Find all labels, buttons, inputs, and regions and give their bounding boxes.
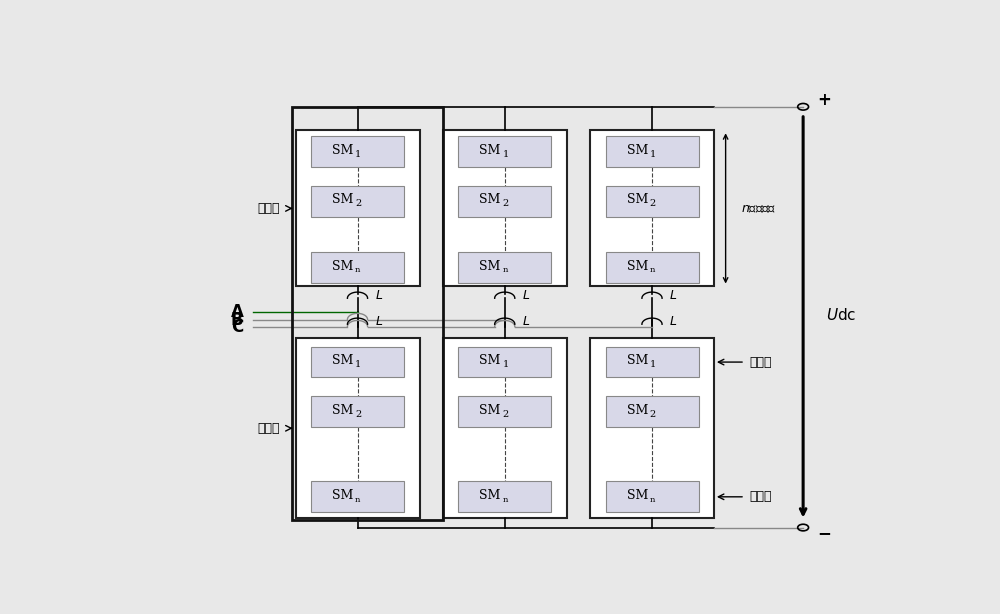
Text: SM: SM (627, 144, 648, 157)
Text: 2: 2 (650, 199, 656, 208)
Text: SM: SM (332, 489, 354, 502)
Text: 相单元: 相单元 (258, 422, 280, 435)
Text: 1: 1 (650, 150, 656, 158)
Text: SM: SM (332, 144, 354, 157)
Text: n: n (650, 266, 655, 274)
Text: B: B (231, 311, 244, 328)
Text: SM: SM (627, 260, 648, 273)
Text: +: + (817, 91, 831, 109)
Text: 2: 2 (650, 410, 656, 419)
Text: $\mathit{U}$dc: $\mathit{U}$dc (826, 307, 857, 323)
FancyBboxPatch shape (311, 186, 404, 217)
FancyBboxPatch shape (311, 481, 404, 512)
Text: n: n (355, 266, 361, 274)
FancyBboxPatch shape (606, 252, 699, 283)
Text: $L$: $L$ (375, 316, 383, 328)
FancyBboxPatch shape (311, 136, 404, 167)
FancyBboxPatch shape (458, 252, 551, 283)
Text: $L$: $L$ (669, 316, 677, 328)
FancyBboxPatch shape (458, 136, 551, 167)
Text: SM: SM (332, 404, 354, 417)
FancyBboxPatch shape (311, 397, 404, 427)
FancyBboxPatch shape (443, 338, 567, 518)
Text: C: C (231, 317, 244, 336)
Text: SM: SM (332, 193, 354, 206)
FancyBboxPatch shape (606, 186, 699, 217)
Text: 下桥臂: 下桥臂 (749, 491, 771, 503)
Text: $L$: $L$ (522, 289, 530, 302)
Text: $L$: $L$ (522, 316, 530, 328)
FancyBboxPatch shape (458, 347, 551, 378)
Text: −: − (817, 524, 831, 542)
FancyBboxPatch shape (458, 186, 551, 217)
FancyBboxPatch shape (606, 347, 699, 378)
Text: n: n (650, 495, 655, 503)
Text: 1: 1 (502, 150, 509, 158)
Text: 子模块: 子模块 (749, 356, 771, 368)
Text: SM: SM (627, 354, 648, 367)
FancyBboxPatch shape (590, 338, 714, 518)
Text: n: n (355, 495, 361, 503)
Text: SM: SM (480, 354, 501, 367)
FancyBboxPatch shape (311, 252, 404, 283)
FancyBboxPatch shape (590, 130, 714, 286)
Text: SM: SM (627, 489, 648, 502)
FancyBboxPatch shape (606, 136, 699, 167)
Text: 2: 2 (502, 410, 509, 419)
Text: $L$: $L$ (375, 289, 383, 302)
Text: SM: SM (627, 404, 648, 417)
FancyBboxPatch shape (606, 397, 699, 427)
Text: SM: SM (627, 193, 648, 206)
Text: n: n (502, 266, 508, 274)
Text: SM: SM (480, 489, 501, 502)
Text: n: n (502, 495, 508, 503)
Text: 2: 2 (355, 410, 361, 419)
Text: 1: 1 (355, 360, 361, 369)
Text: SM: SM (332, 260, 354, 273)
Text: 1: 1 (650, 360, 656, 369)
Text: 1: 1 (502, 360, 509, 369)
Text: SM: SM (480, 144, 501, 157)
Text: $L$: $L$ (669, 289, 677, 302)
Text: $n$个子模块: $n$个子模块 (741, 202, 776, 215)
Text: 上桥臂: 上桥臂 (258, 202, 280, 215)
Text: SM: SM (332, 354, 354, 367)
Text: 1: 1 (355, 150, 361, 158)
Text: 2: 2 (502, 199, 509, 208)
FancyBboxPatch shape (296, 130, 420, 286)
FancyBboxPatch shape (296, 338, 420, 518)
FancyBboxPatch shape (443, 130, 567, 286)
FancyBboxPatch shape (458, 397, 551, 427)
Text: SM: SM (480, 260, 501, 273)
FancyBboxPatch shape (311, 347, 404, 378)
Text: A: A (231, 303, 244, 322)
Text: 2: 2 (355, 199, 361, 208)
FancyBboxPatch shape (606, 481, 699, 512)
Text: SM: SM (480, 404, 501, 417)
Text: SM: SM (480, 193, 501, 206)
FancyBboxPatch shape (458, 481, 551, 512)
